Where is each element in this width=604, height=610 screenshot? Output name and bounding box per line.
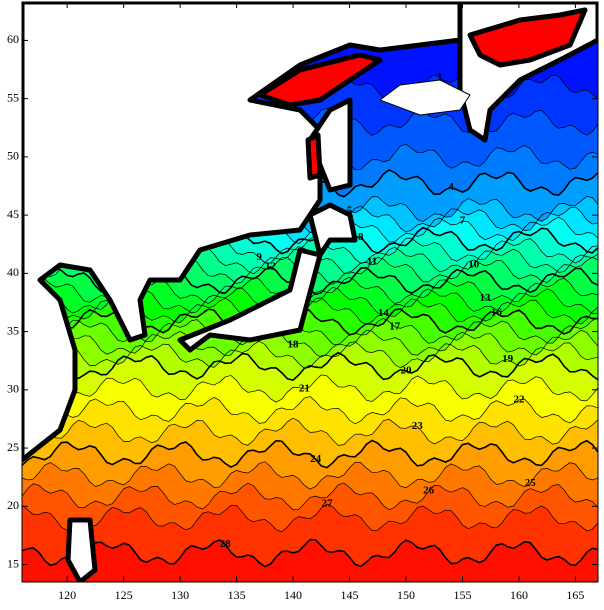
land-taiwan: [65, 517, 98, 582]
y-tick-label: 50: [7, 149, 19, 163]
contour-label: 13: [480, 292, 492, 304]
contour-label: 21: [299, 383, 310, 395]
contour-label: 10: [468, 259, 480, 271]
plot-frame: [21, 1, 599, 583]
isotherm: [22, 439, 598, 469]
contour-label: 7: [460, 215, 466, 227]
y-tick-label: 30: [7, 382, 19, 396]
isotherm: [22, 396, 598, 425]
isotherm: [22, 503, 598, 533]
contour-label: 24: [310, 453, 322, 465]
y-tick-label: 25: [7, 440, 19, 454]
contour-label: 12: [265, 260, 277, 272]
contour-label: 27: [321, 498, 333, 510]
isotherm: [22, 351, 598, 382]
ice-okhotsk: [379, 79, 471, 116]
contour-label: 28: [220, 538, 232, 550]
contour-label: 22: [513, 393, 525, 405]
isotherm: [22, 340, 598, 369]
y-tick-label: 40: [7, 265, 19, 279]
isotherm: [22, 482, 598, 511]
y-tick-label: 60: [7, 32, 19, 46]
y-tick-label: 20: [7, 498, 19, 512]
isotherm: [22, 329, 598, 358]
contour-label: 9: [256, 251, 262, 263]
isotherm: [22, 374, 598, 403]
x-tick-label: 150: [397, 588, 415, 602]
contour-label: 11: [367, 256, 377, 268]
contour-label: 14: [378, 307, 390, 319]
x-tick-label: 140: [284, 588, 302, 602]
contour-label: 18: [288, 338, 300, 350]
x-tick-label: 165: [566, 588, 584, 602]
x-tick-label: 130: [171, 588, 189, 602]
mask-red: [257, 52, 383, 108]
x-tick-label: 155: [453, 588, 471, 602]
contour-label: 20: [401, 365, 413, 377]
land-asia: [22, 2, 463, 463]
isotherm: [22, 538, 598, 568]
land-sakhalin: [307, 97, 353, 193]
contour-label: 16: [491, 307, 503, 319]
y-tick-label: 15: [7, 556, 19, 570]
contour-label: 17: [389, 320, 401, 332]
x-tick-label: 135: [228, 588, 246, 602]
x-tick-label: 125: [115, 588, 133, 602]
contour-label: 8: [358, 231, 364, 243]
y-tick-label: 35: [7, 323, 19, 337]
contour-label: 5: [347, 205, 353, 217]
isotherm: [22, 461, 598, 490]
contour-label: 26: [423, 484, 435, 496]
isotherm: [22, 317, 598, 346]
x-tick-label: 145: [341, 588, 359, 602]
land-honshu: [177, 247, 323, 353]
contour-label: 4: [448, 181, 454, 193]
x-tick-label: 160: [510, 588, 528, 602]
land: [22, 2, 598, 582]
contour-label: 1: [437, 71, 443, 83]
contour-label: 25: [525, 477, 537, 489]
contour-label: 23: [412, 420, 424, 432]
y-tick-label: 55: [7, 90, 19, 104]
mask-red: [467, 7, 588, 68]
isotherm: [22, 417, 598, 446]
y-tick-label: 45: [7, 207, 19, 221]
x-tick-label: 120: [58, 588, 76, 602]
mask-red: [305, 132, 323, 181]
contour-label: 19: [502, 353, 514, 365]
